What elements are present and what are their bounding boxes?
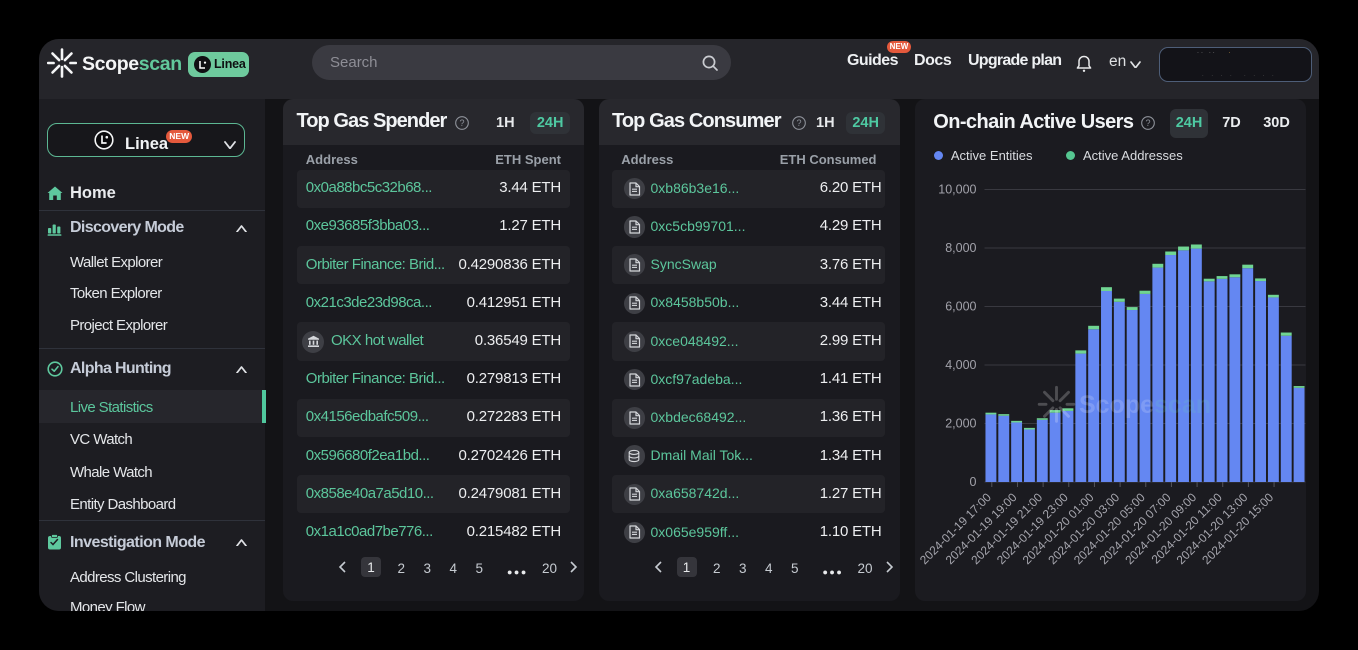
svg-text:10,000: 10,000 [938,183,976,197]
svg-text:8,000: 8,000 [945,241,976,255]
svg-text:4,000: 4,000 [945,358,976,372]
svg-text:2,000: 2,000 [945,417,976,431]
svg-text:Scopescan: Scopescan [1079,391,1211,419]
svg-text:0: 0 [969,475,976,489]
svg-text:?: ? [796,118,801,128]
svg-text:?: ? [1146,118,1151,128]
svg-text:?: ? [459,118,464,128]
svg-text:6,000: 6,000 [945,300,976,314]
